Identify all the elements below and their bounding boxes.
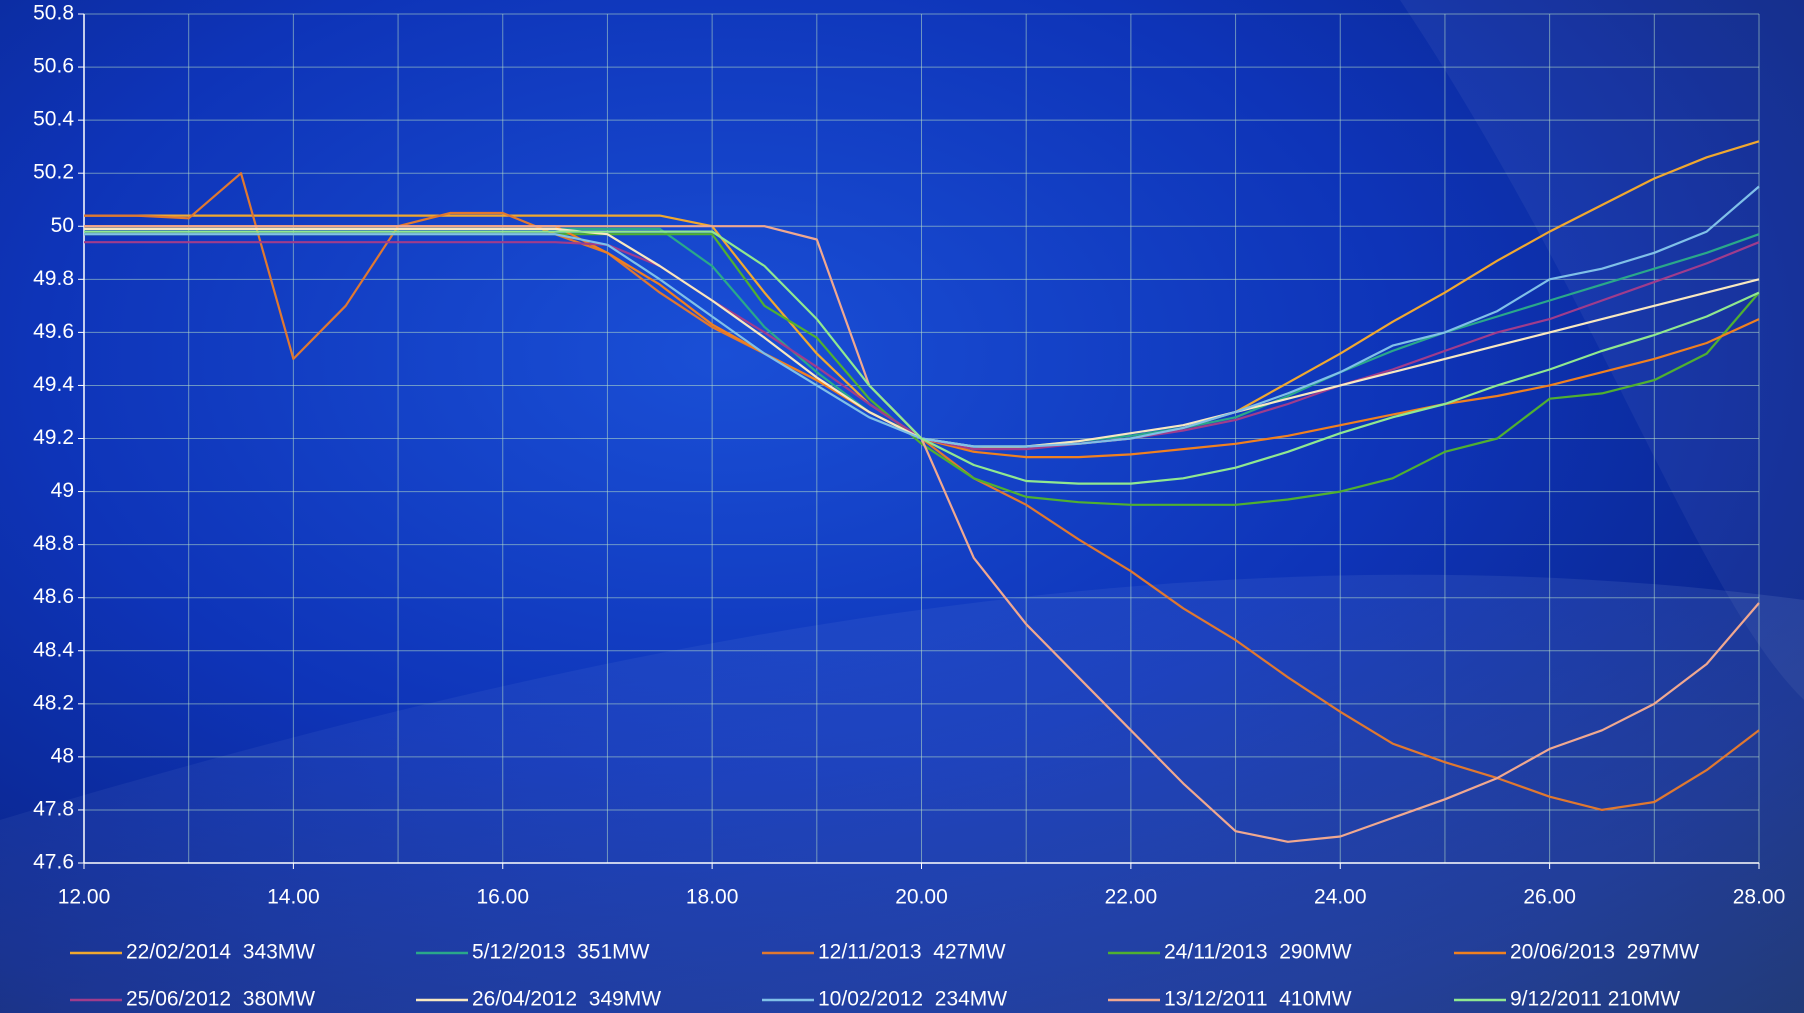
x-tick-label: 18.00	[686, 886, 739, 909]
x-tick-label: 20.00	[895, 886, 948, 909]
y-tick-label: 47.8	[33, 797, 74, 820]
x-tick-label: 28.00	[1733, 886, 1786, 909]
legend-label: 9/12/2011 210MW	[1510, 988, 1680, 1011]
legend-label: 5/12/2013 351MW	[472, 941, 650, 964]
x-tick-label: 24.00	[1314, 886, 1367, 909]
data-line	[84, 230, 1760, 485]
y-tick-label: 49	[51, 479, 74, 502]
legend-label: 22/02/2014 343MW	[126, 941, 315, 964]
legend-label: 13/12/2011 410MW	[1164, 988, 1352, 1011]
y-tick-label: 50.2	[33, 161, 74, 184]
background-sheen	[0, 574, 1804, 1013]
y-tick-label: 50.4	[33, 108, 74, 131]
y-tick-label: 47.6	[33, 851, 74, 874]
legend-label: 12/11/2013 427MW	[818, 941, 1006, 964]
x-tick-label: 26.00	[1523, 886, 1576, 909]
legend-label: 10/02/2012 234MW	[818, 988, 1007, 1011]
y-tick-label: 49.2	[33, 426, 74, 449]
y-tick-label: 48.8	[33, 532, 74, 555]
legend-label: 20/06/2013 297MW	[1510, 941, 1699, 964]
x-tick-label: 14.00	[267, 886, 320, 909]
y-tick-label: 50	[51, 214, 74, 237]
legend-label: 25/06/2012 380MW	[126, 988, 315, 1011]
y-tick-label: 48	[51, 744, 74, 767]
y-tick-label: 50.6	[33, 55, 74, 78]
x-tick-label: 12.00	[58, 886, 111, 909]
tick-labels: 47.6 47.8 48 48.2 48.4 48.6 48.8 49 49.2 49.4 49.6…	[33, 2, 1785, 909]
y-tick-label: 49.8	[33, 267, 74, 290]
y-tick-label: 49.4	[33, 373, 74, 396]
y-tick-label: 48.4	[33, 638, 74, 661]
legend-label: 24/11/2013 290MW	[1164, 941, 1352, 964]
x-tick-label: 16.00	[476, 886, 529, 909]
y-tick-label: 48.2	[33, 691, 74, 714]
legend: 22/02/2014 343MW 5/12/2013 351MW 12/11/201…	[70, 941, 1699, 1011]
y-tick-label: 49.6	[33, 320, 74, 343]
legend-label: 26/04/2012 349MW	[472, 988, 661, 1011]
plot-lines	[84, 140, 1760, 843]
y-tick-label: 50.8	[33, 2, 74, 25]
y-tick-label: 48.6	[33, 585, 74, 608]
x-tick-label: 22.00	[1105, 886, 1158, 909]
